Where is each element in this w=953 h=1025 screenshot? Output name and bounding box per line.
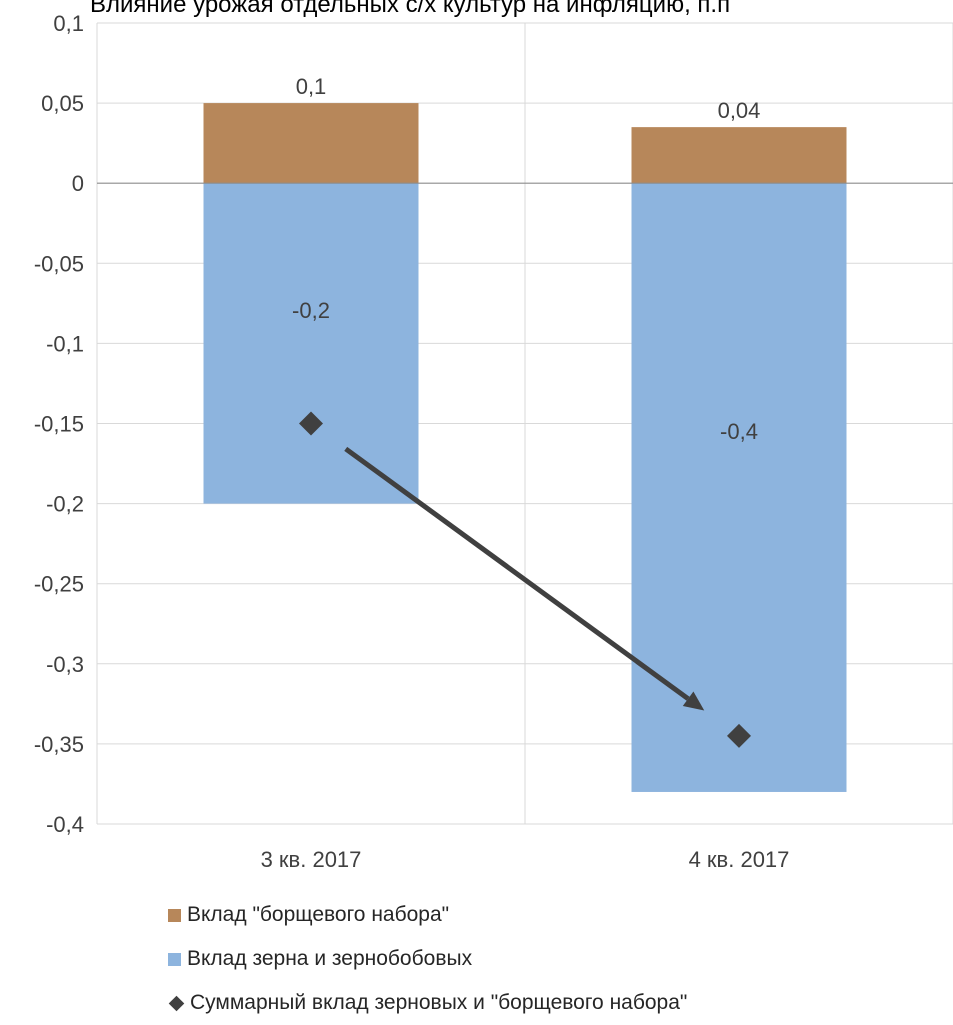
bar-layer: [203, 103, 847, 792]
chart-title: Влияние урожая отдельных с/х культур на …: [90, 0, 730, 18]
trend-arrow-head: [682, 691, 705, 711]
y-tick-label: -0,05: [34, 251, 84, 276]
trend-arrow-line: [344, 446, 690, 701]
x-tick-label: 3 кв. 2017: [261, 847, 362, 872]
legend-swatch-grain: [168, 952, 181, 966]
legend-label-total: Суммарный вклад зерновых и "борщевого на…: [190, 991, 688, 1014]
x-tick-label: 4 кв. 2017: [689, 847, 790, 872]
bar-borsch: [203, 103, 419, 184]
y-tick-label: -0,4: [46, 812, 84, 837]
y-tick-label: -0,25: [34, 572, 84, 597]
data-label-borsch: 0,1: [296, 74, 327, 99]
y-tick-label: -0,2: [46, 492, 84, 517]
y-tick-label: -0,3: [46, 652, 84, 677]
marker-layer: [299, 411, 751, 748]
y-tick-label: -0,15: [34, 412, 84, 437]
legend-label-grain: Вклад зерна и зернобобовых: [187, 947, 473, 970]
total-marker: [727, 723, 751, 748]
y-tick-label: 0,05: [41, 91, 84, 116]
y-tick-label: 0,1: [53, 11, 84, 36]
bar-grain: [631, 183, 847, 792]
legend: Вклад "борщевого набора" Вклад зерна и з…: [168, 893, 687, 1025]
data-label-borsch: 0,04: [718, 98, 761, 123]
legend-item-total: Суммарный вклад зерновых и "борщевого на…: [168, 981, 687, 1025]
bar-borsch: [631, 127, 847, 184]
bar-grain: [203, 183, 419, 504]
y-tick-label: 0: [72, 171, 84, 196]
legend-item-grain: Вклад зерна и зернобобовых: [168, 937, 687, 981]
total-marker: [299, 411, 323, 436]
axis-layer: 0,1 0,05 0 -0,05 -0,1 -0,15 -0,2 -0,25 -0,3 -0,35…: [34, 11, 953, 872]
legend-diamond-icon: [168, 995, 185, 1011]
data-label-grain: -0,4: [720, 419, 758, 444]
y-tick-label: -0,35: [34, 732, 84, 757]
label-layer: 0,1 0,04 -0,2 -0,4: [292, 74, 760, 444]
data-label-grain: -0,2: [292, 298, 330, 323]
legend-swatch-borsch: [168, 908, 181, 922]
y-tick-label: -0,1: [46, 331, 84, 356]
legend-label-borsch: Вклад "борщевого набора": [187, 903, 450, 926]
legend-item-borsch: Вклад "борщевого набора": [168, 893, 687, 937]
